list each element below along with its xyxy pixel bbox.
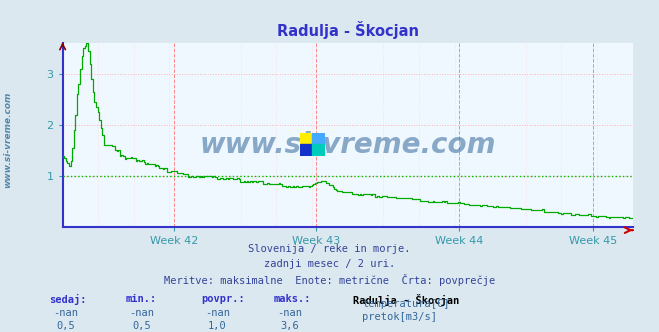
Bar	[300, 133, 312, 144]
Text: sedaj:: sedaj:	[49, 294, 87, 305]
Text: -nan: -nan	[277, 308, 302, 318]
Text: 3,6: 3,6	[281, 321, 299, 331]
Text: 0,5: 0,5	[57, 321, 75, 331]
Bar	[300, 144, 312, 156]
Text: 0,5: 0,5	[132, 321, 151, 331]
Text: -nan: -nan	[129, 308, 154, 318]
Text: www.si-vreme.com: www.si-vreme.com	[200, 130, 496, 158]
Text: zadnji mesec / 2 uri.: zadnji mesec / 2 uri.	[264, 259, 395, 269]
Bar	[312, 133, 325, 144]
Text: povpr.:: povpr.:	[201, 294, 244, 304]
Text: temperatura[C]: temperatura[C]	[362, 299, 450, 309]
Text: pretok[m3/s]: pretok[m3/s]	[362, 312, 438, 322]
Text: -nan: -nan	[205, 308, 230, 318]
Text: min.:: min.:	[125, 294, 156, 304]
Text: -nan: -nan	[53, 308, 78, 318]
Text: Meritve: maksimalne  Enote: metrične  Črta: povprečje: Meritve: maksimalne Enote: metrične Črta…	[164, 274, 495, 286]
Text: 1,0: 1,0	[208, 321, 227, 331]
Text: www.si-vreme.com: www.si-vreme.com	[3, 91, 13, 188]
Text: Radulja - Škocjan: Radulja - Škocjan	[353, 294, 459, 306]
Text: maks.:: maks.:	[273, 294, 311, 304]
Text: Slovenija / reke in morje.: Slovenija / reke in morje.	[248, 244, 411, 254]
Title: Radulja - Škocjan: Radulja - Škocjan	[277, 21, 418, 39]
Bar	[312, 144, 325, 156]
